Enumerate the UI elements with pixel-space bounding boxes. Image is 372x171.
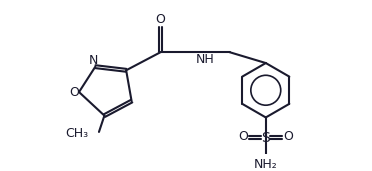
Text: O: O [155,13,166,26]
Text: NH: NH [196,53,215,66]
Text: CH₃: CH₃ [66,127,89,140]
Text: NH₂: NH₂ [254,158,278,171]
Text: N: N [89,54,98,67]
Text: S: S [262,131,270,146]
Text: O: O [238,130,248,143]
Text: O: O [284,130,294,143]
Text: O: O [70,86,80,98]
